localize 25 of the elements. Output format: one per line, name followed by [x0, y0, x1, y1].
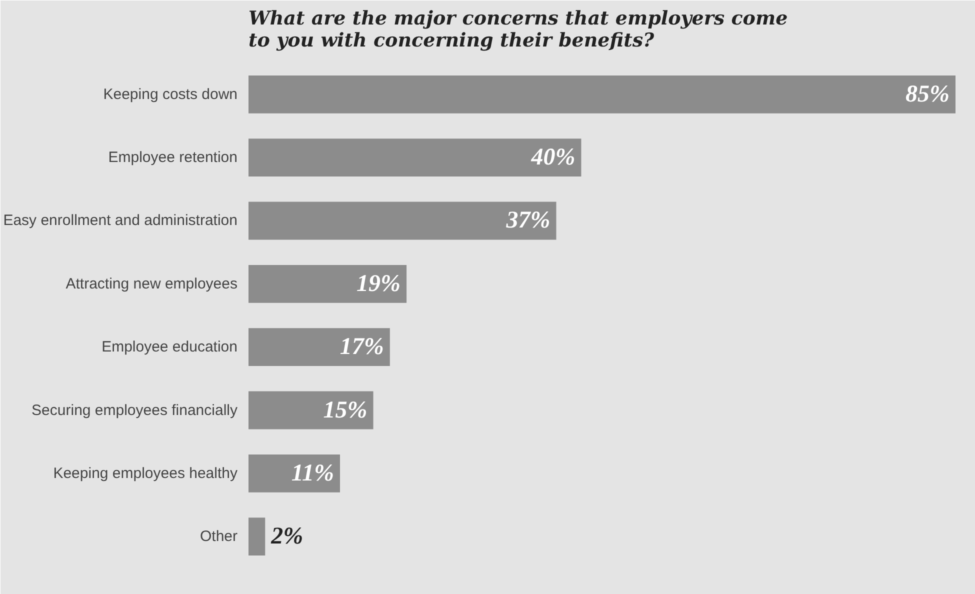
bar [248, 138, 582, 177]
bar [248, 391, 374, 430]
y-tick-label: Attracting new employees [66, 275, 238, 292]
data-label: 85% [906, 81, 950, 108]
bar [248, 518, 266, 556]
chart-title: What are the major concerns that employers come to you with concerning their benefits? [248, 8, 788, 52]
data-label: 11% [291, 460, 334, 486]
data-label: 2% [270, 524, 304, 550]
data-label: 15% [323, 397, 368, 424]
bar [248, 75, 956, 114]
y-tick-label: Employee retention [108, 149, 238, 166]
bar [248, 202, 556, 240]
data-label: 19% [356, 270, 401, 297]
y-tick-label: Keeping employees healthy [53, 464, 238, 482]
bar [248, 328, 390, 366]
data-label: 37% [505, 208, 550, 234]
y-tick-label: Securing employees financially [32, 402, 238, 419]
bar [248, 454, 340, 492]
data-label: 40% [530, 144, 576, 171]
bar [248, 264, 407, 303]
data-label: 17% [340, 334, 384, 360]
y-tick-label: Employee education [102, 338, 238, 356]
y-tick-label: Keeping costs down [103, 86, 238, 103]
y-tick-label: Other [200, 528, 238, 546]
y-tick-label: Easy enrollment and administration [3, 212, 238, 230]
